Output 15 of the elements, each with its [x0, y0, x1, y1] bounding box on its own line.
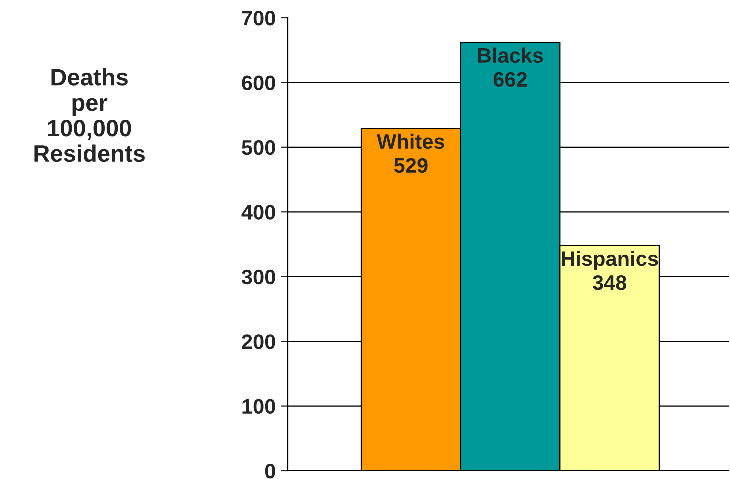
y-tick-label: 0	[265, 464, 276, 479]
y-tick-label: 100	[242, 399, 276, 414]
y-tick-label: 400	[242, 205, 276, 220]
y-tick-label: 300	[242, 270, 276, 285]
y-tick-label: 700	[242, 11, 276, 26]
y-tick-label: 500	[242, 140, 276, 156]
x-tick-label: Whites	[377, 134, 444, 150]
y-tick-label: 200	[242, 334, 276, 350]
data-label: 348	[592, 275, 627, 290]
x-tick-label: Hispanics	[562, 250, 658, 270]
data-label: 529	[394, 158, 428, 174]
y-axis-title: Deaths per 100,000 Residents	[34, 68, 146, 162]
data-label: 662	[494, 72, 528, 88]
y-tick-label: 600	[242, 76, 276, 90]
x-tick-label: Blacks	[478, 48, 544, 64]
